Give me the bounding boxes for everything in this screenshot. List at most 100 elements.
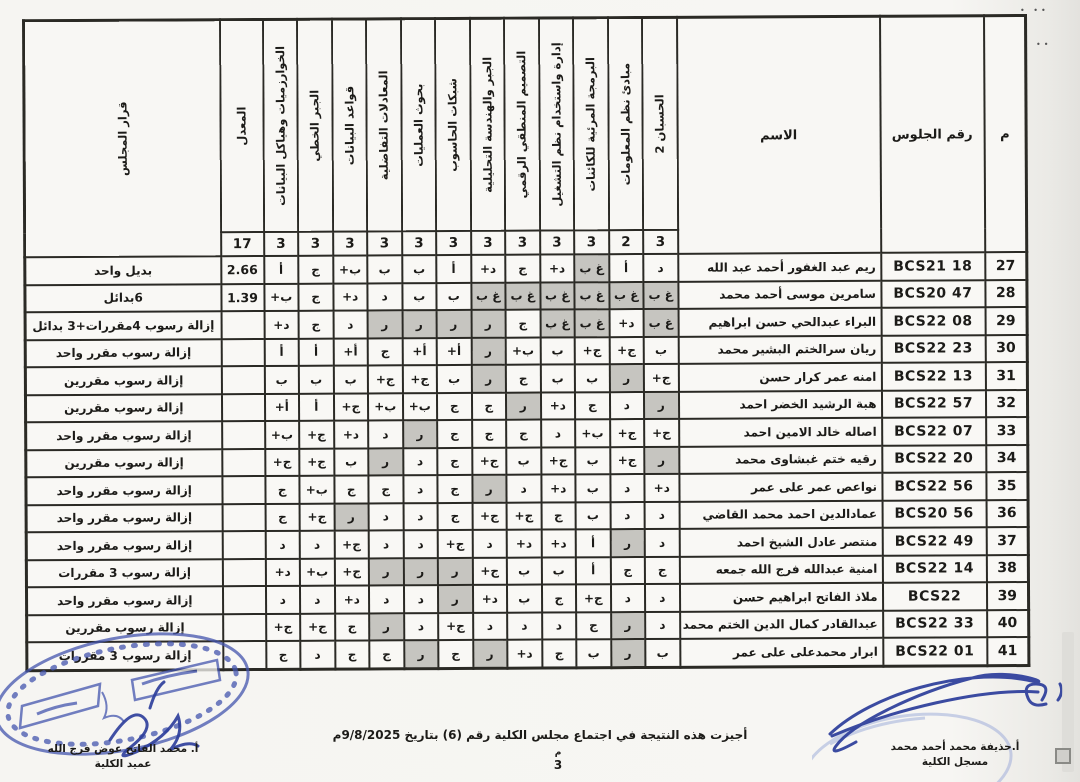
student-name-cell: رقيه ختم غبشاوى محمد — [678, 445, 882, 474]
gpa-cell — [221, 475, 266, 504]
grade-cell: غ ب — [574, 254, 609, 282]
subject-column-header: الجبر والهندسة التحليلية — [469, 18, 506, 231]
seat-number-cell: BCS22 13 — [881, 362, 986, 391]
gpa-cell — [222, 585, 266, 614]
dean-name: أ. محمد الفاتح عوض فرج الله — [47, 743, 199, 755]
grade-cell: أ — [436, 254, 471, 283]
student-name-cell: عمادالدين احمد محمد القاضي — [679, 500, 883, 529]
grade-cell: ر — [437, 557, 473, 586]
scan-edge-strip — [1062, 632, 1074, 772]
grade-cell: ج+ — [264, 448, 300, 476]
row-number-cell: 39 — [986, 582, 1029, 610]
grade-cell: ج — [437, 502, 473, 531]
grade-cell: ج — [298, 255, 333, 284]
grade-cell: ب — [506, 557, 542, 585]
grade-cell: د — [265, 530, 300, 559]
grade-cell: ب — [367, 255, 402, 283]
grade-cell: ب — [576, 639, 611, 668]
seat-number-cell: BCS22 49 — [882, 527, 987, 556]
grade-cell: د — [472, 612, 508, 640]
grade-cell: د — [368, 585, 404, 613]
registrar-signature — [812, 672, 1064, 782]
grade-cell: ر — [471, 364, 506, 393]
row-number-cell: 28 — [984, 279, 1028, 308]
grade-cell: ج+ — [540, 446, 576, 475]
grade-cell: ب — [575, 501, 611, 530]
grade-cell: د — [299, 530, 335, 559]
subject-column-header: مبادئ نظم المعلومات — [607, 17, 644, 231]
gpa-cell — [221, 365, 265, 394]
grade-cell: ج — [334, 640, 370, 669]
subject-column-header: قواعد البيانات — [331, 18, 368, 232]
grade-cell: ج+ — [300, 613, 335, 641]
decision-cell: إزالة رسوب 4مقررات+3 بدائل — [25, 311, 222, 340]
subject-column-label: الخوارزميات وهياكل البيانات — [272, 45, 288, 206]
grade-cell: غ ب — [574, 309, 610, 337]
grade-cell: ب+ — [332, 255, 368, 284]
grade-cell: د — [644, 583, 680, 612]
grade-cell: أ+ — [333, 337, 368, 366]
grade-cell: ب+ — [299, 475, 335, 504]
subject-column-header: إدارة واستخدام نظم التشغيل — [538, 17, 575, 231]
decision-cell: إزالة رسوب مقرر واحد — [26, 503, 223, 533]
header-row: م رقم الجلوس الاسم الحسبان 2 مبادئ نظم المعل… — [23, 15, 1027, 258]
subject-credit-cell: 2 — [608, 230, 644, 255]
subject-column-header: الخوارزميات وهياكل البيانات — [262, 19, 299, 232]
grade-cell: أ+ — [264, 393, 300, 421]
grade-cell: ج+ — [609, 419, 645, 447]
subject-column-label: بحوث العمليات — [411, 83, 426, 167]
grade-cell: د+ — [507, 639, 542, 668]
seat-number-cell: BCS22 14 — [882, 554, 987, 583]
grade-cell: د — [507, 612, 542, 640]
column-header-gpa: المعدل — [219, 19, 264, 233]
student-name-cell: منتصر عادل الشيخ احمد — [679, 527, 883, 557]
gpa-cell — [221, 393, 265, 422]
subject-column-label: إدارة واستخدام نظم التشغيل — [548, 42, 564, 207]
student-name-cell: ريم عبد الغفور أحمد عبد الله — [677, 252, 881, 282]
subject-column-header: التصميم المنطقي الرقمي — [504, 18, 540, 231]
grade-cell: ب — [264, 365, 299, 394]
grade-cell: ر — [472, 639, 508, 668]
grade-cell: ب+ — [402, 392, 438, 421]
grade-cell: ر — [471, 337, 506, 365]
grade-cell: ج — [367, 337, 403, 366]
row-number-cell: 27 — [984, 252, 1027, 280]
decision-cell: إزالة رسوب 3 مقررات — [26, 558, 223, 588]
decision-column-label: قرار المجلس — [115, 101, 130, 177]
grade-cell: غ ب — [539, 281, 575, 310]
student-name-cell: ريان سرالختم البشير محمد — [678, 335, 882, 364]
grade-cell: ب — [575, 474, 611, 502]
student-name-cell: اصاله خالد الامين احمد — [678, 417, 882, 447]
grade-cell: د — [644, 528, 680, 557]
grade-cell: ج — [333, 475, 369, 504]
grade-cell: ج — [644, 556, 680, 585]
grade-cell: ب+ — [575, 419, 610, 447]
page-note-letter: م — [554, 748, 562, 758]
subject-credit-cell: 3 — [367, 231, 402, 256]
grade-cell: ج — [505, 309, 541, 338]
grade-cell: د — [609, 474, 645, 502]
row-number-cell: 37 — [986, 527, 1029, 555]
subject-credit-cell: 3 — [401, 231, 437, 256]
column-header-index: م — [983, 15, 1027, 253]
grade-cell: د — [300, 640, 335, 669]
grade-cell: ب — [436, 364, 472, 393]
seat-number-cell: BCS22 33 — [882, 609, 987, 638]
dean-signature — [108, 680, 200, 758]
grade-cell: ج — [369, 640, 404, 669]
grade-cell: د+ — [333, 420, 369, 449]
seat-number-cell: BCS22 07 — [881, 417, 986, 446]
grade-cell: ج — [610, 556, 645, 585]
gpa-cell — [221, 448, 265, 477]
grade-cell: ج — [505, 254, 540, 283]
grade-cell: ر — [610, 611, 646, 640]
grade-cell: د+ — [264, 310, 299, 339]
grade-cell: ر — [610, 529, 645, 557]
grade-cell: ر — [643, 391, 679, 420]
grade-cell: ج+ — [334, 557, 369, 586]
subject-credit-cell: 3 — [574, 230, 609, 255]
decision-cell: إزالة رسوب مقررين — [25, 448, 222, 478]
grade-cell: د+ — [265, 558, 300, 586]
registrar-signature-block: أ.حذيفة محمد أحمد محمد مسجل الكلية — [880, 740, 1030, 770]
